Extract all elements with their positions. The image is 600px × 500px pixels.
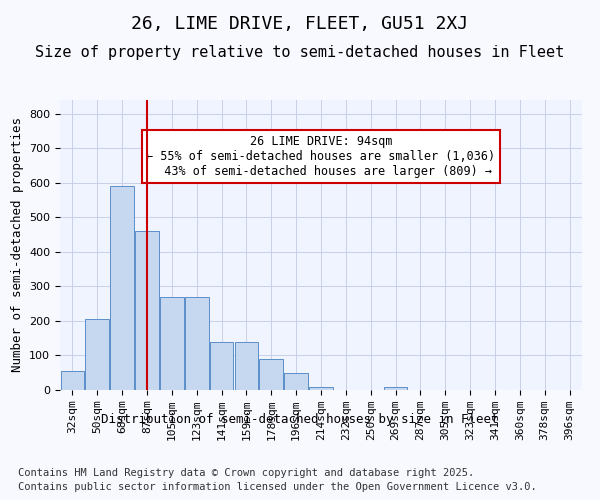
Bar bbox=[85, 318, 109, 390]
Bar bbox=[210, 342, 233, 390]
Bar bbox=[61, 371, 84, 390]
Y-axis label: Number of semi-detached properties: Number of semi-detached properties bbox=[11, 118, 23, 372]
Text: Contains public sector information licensed under the Open Government Licence v3: Contains public sector information licen… bbox=[18, 482, 537, 492]
Bar bbox=[135, 231, 159, 390]
Text: 26 LIME DRIVE: 94sqm
← 55% of semi-detached houses are smaller (1,036)
  43% of : 26 LIME DRIVE: 94sqm ← 55% of semi-detac… bbox=[146, 135, 496, 178]
Bar bbox=[284, 372, 308, 390]
Bar bbox=[235, 342, 258, 390]
Bar bbox=[259, 359, 283, 390]
Bar bbox=[185, 298, 209, 390]
Bar bbox=[309, 386, 333, 390]
Bar bbox=[384, 386, 407, 390]
Bar bbox=[110, 186, 134, 390]
Bar bbox=[160, 297, 184, 390]
Text: Distribution of semi-detached houses by size in Fleet: Distribution of semi-detached houses by … bbox=[101, 412, 499, 426]
Text: 26, LIME DRIVE, FLEET, GU51 2XJ: 26, LIME DRIVE, FLEET, GU51 2XJ bbox=[131, 15, 469, 33]
Text: Contains HM Land Registry data © Crown copyright and database right 2025.: Contains HM Land Registry data © Crown c… bbox=[18, 468, 474, 477]
Text: Size of property relative to semi-detached houses in Fleet: Size of property relative to semi-detach… bbox=[35, 45, 565, 60]
